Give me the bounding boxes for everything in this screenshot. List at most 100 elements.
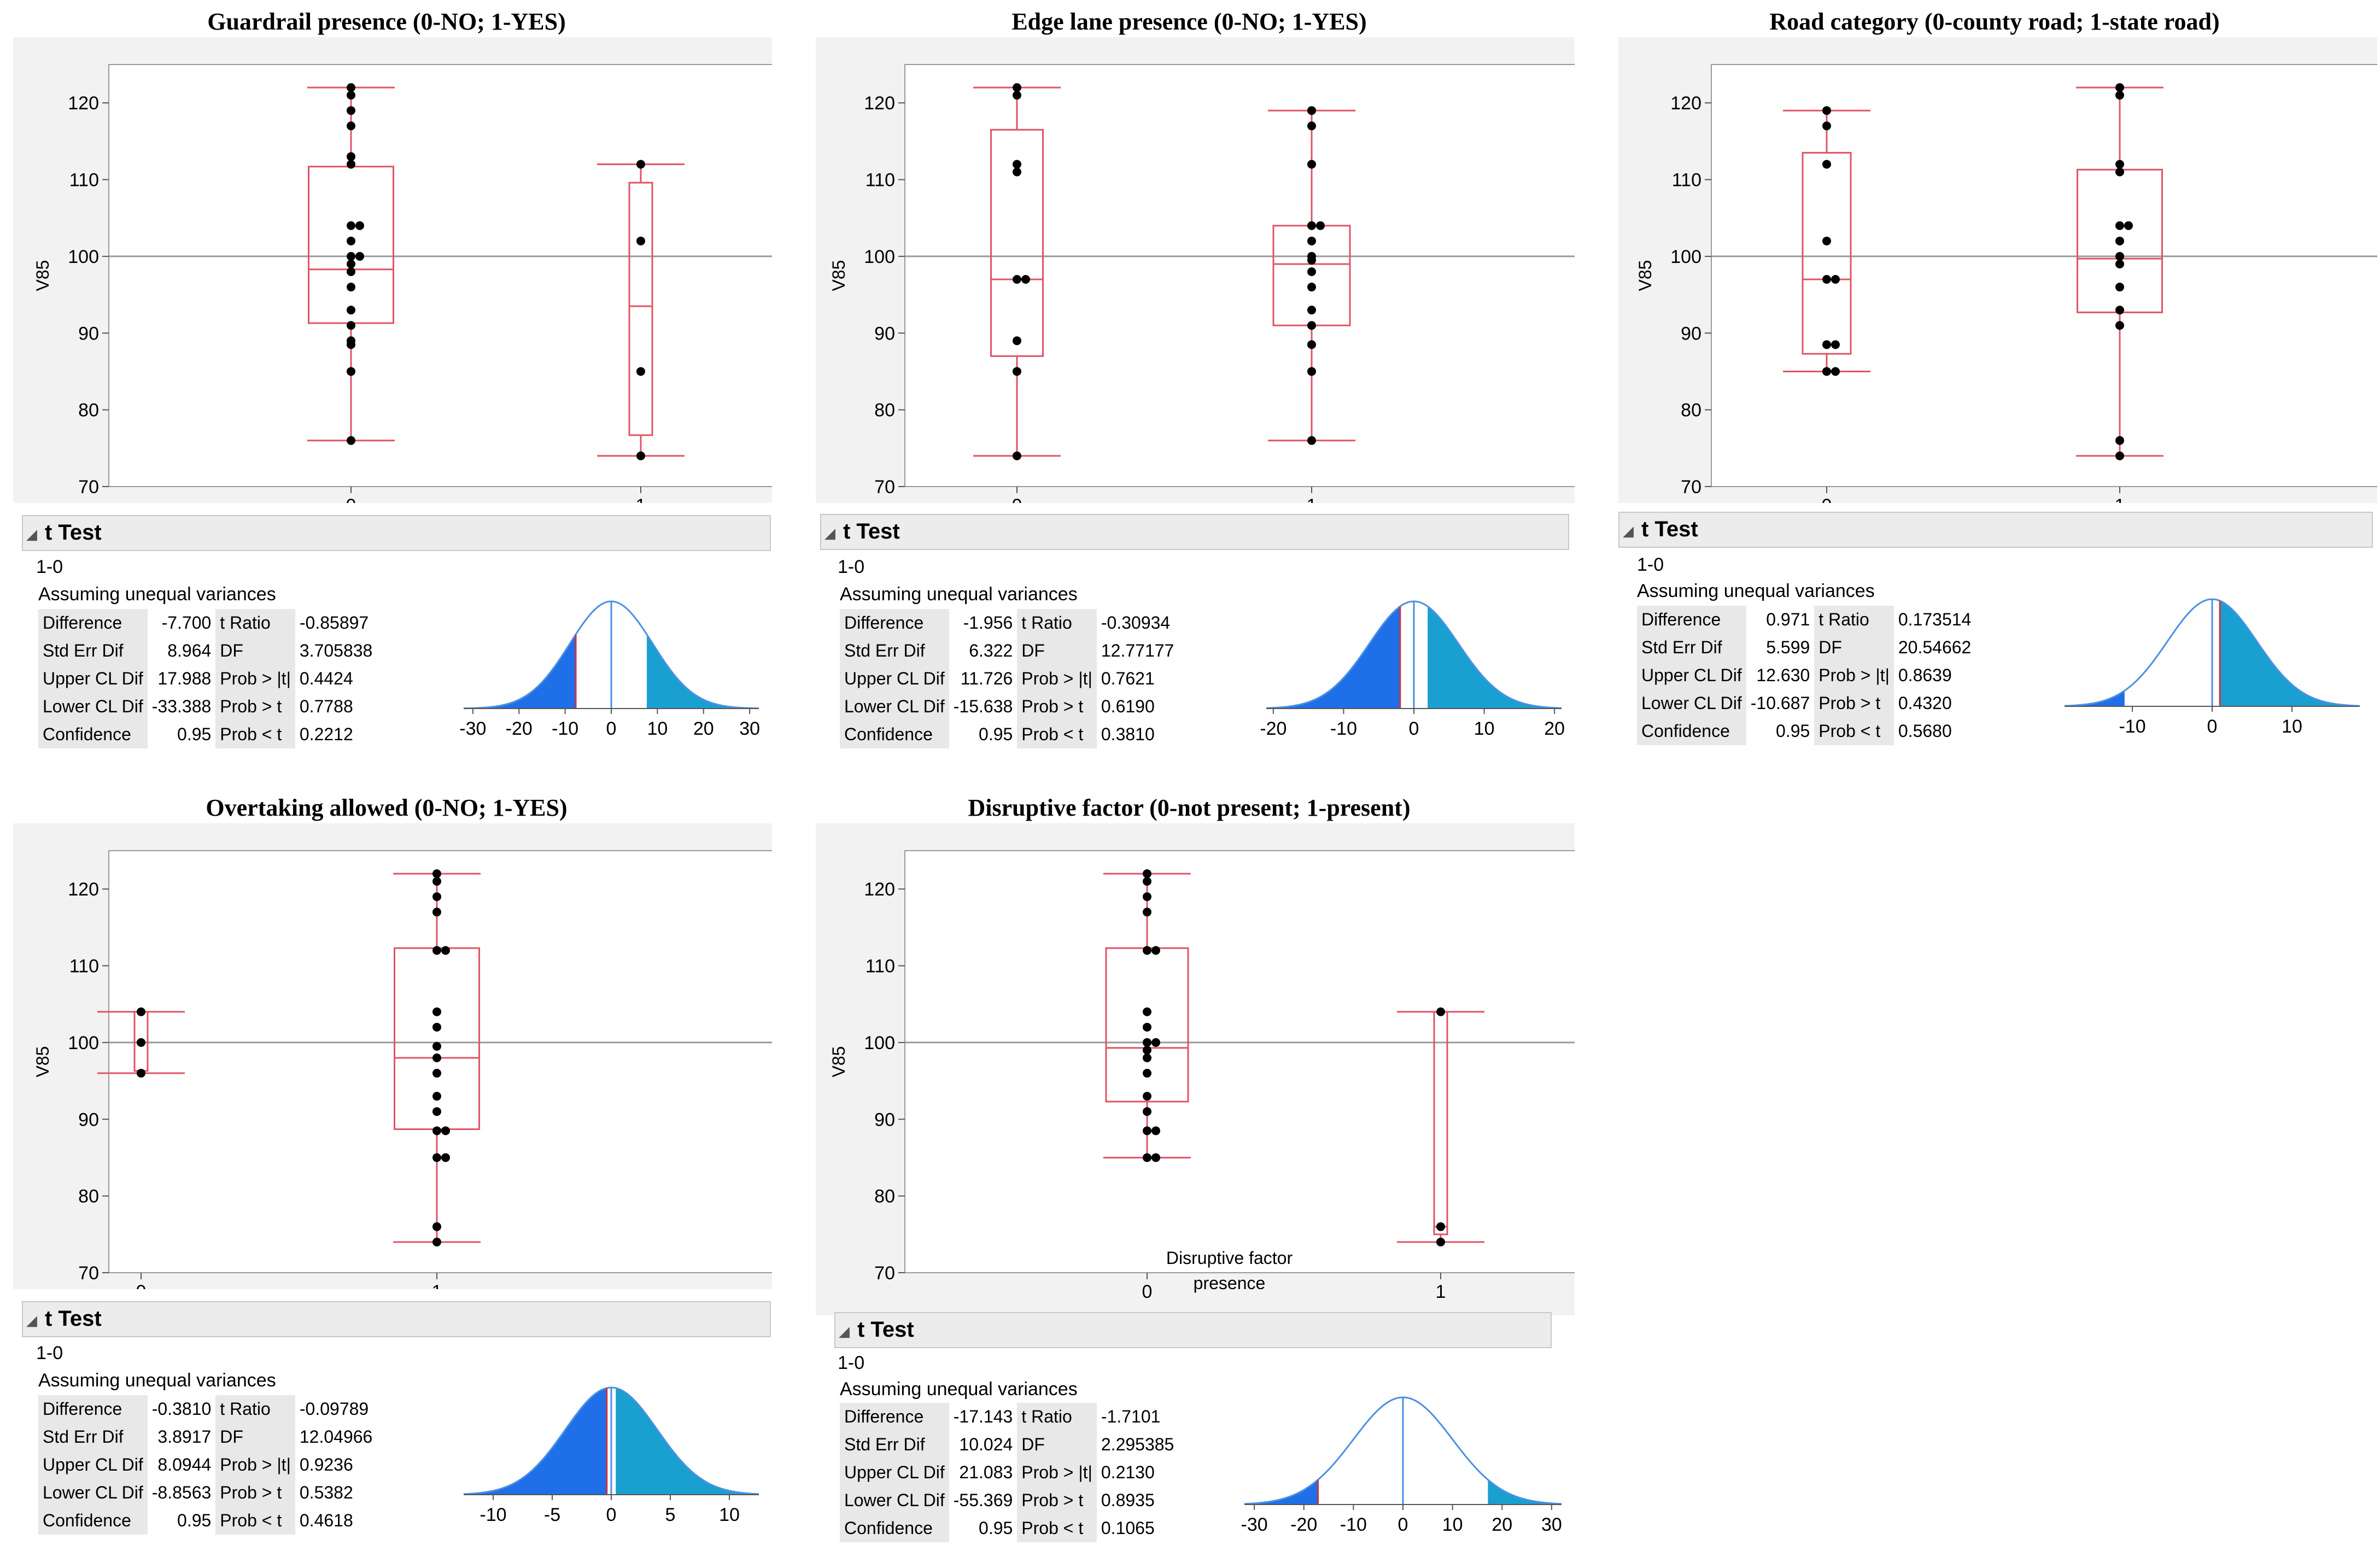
x-tick-label: 0 bbox=[606, 718, 617, 739]
x-tick-label: 30 bbox=[739, 718, 760, 739]
x-tick-label: 5 bbox=[665, 1505, 676, 1525]
data-point bbox=[1307, 221, 1316, 230]
data-point bbox=[432, 1107, 441, 1116]
data-point bbox=[1013, 160, 1021, 169]
x-tick-label: -30 bbox=[1241, 1514, 1268, 1535]
data-point bbox=[347, 283, 355, 292]
stat-value: 0.6190 bbox=[1096, 693, 1179, 721]
ttest-header[interactable]: ◢ t Test bbox=[820, 514, 1569, 550]
stat-value: 3.705838 bbox=[295, 637, 377, 665]
x-tick-label: 30 bbox=[1541, 1514, 1562, 1535]
data-point bbox=[1151, 1126, 1160, 1135]
data-point bbox=[347, 251, 355, 261]
x-tick-label: 0 bbox=[1409, 718, 1419, 739]
data-point bbox=[347, 221, 355, 230]
y-tick-label: 110 bbox=[1672, 170, 1701, 191]
x-tick-label: 0 bbox=[136, 1281, 147, 1289]
x-tick-label: -30 bbox=[459, 718, 486, 739]
x-tick-label: 10 bbox=[2282, 716, 2302, 737]
stat-name: Prob > |t| bbox=[1814, 662, 1894, 689]
x-tick-label: 20 bbox=[693, 718, 714, 739]
y-tick-label: 80 bbox=[78, 1186, 99, 1207]
disclosure-triangle-icon[interactable]: ◢ bbox=[824, 525, 835, 541]
data-point bbox=[432, 869, 441, 879]
stat-name: t Ratio bbox=[215, 609, 295, 637]
data-point bbox=[2115, 221, 2124, 230]
data-point bbox=[432, 946, 441, 955]
y-tick-label: 100 bbox=[864, 1033, 895, 1053]
stat-name: Confidence bbox=[38, 721, 148, 748]
assumption-label: Assuming unequal variances bbox=[38, 584, 276, 605]
stat-value: 0.2130 bbox=[1096, 1459, 1179, 1486]
table-row: Difference 0.971 t Ratio 0.173514 bbox=[1637, 606, 1976, 634]
data-point bbox=[441, 1126, 450, 1135]
data-point bbox=[1307, 121, 1316, 131]
ttest-header[interactable]: ◢ t Test bbox=[1618, 512, 2373, 548]
disclosure-triangle-icon[interactable]: ◢ bbox=[26, 526, 37, 542]
data-point bbox=[432, 1022, 441, 1032]
stat-name: Confidence bbox=[1637, 717, 1746, 745]
y-tick-label: 70 bbox=[874, 1263, 895, 1284]
data-point bbox=[1831, 367, 1840, 376]
ttest-table: Difference 0.971 t Ratio 0.173514 Std Err D… bbox=[1637, 606, 1976, 745]
disclosure-triangle-icon[interactable]: ◢ bbox=[839, 1323, 850, 1339]
stat-name: DF bbox=[1814, 634, 1894, 662]
stat-value: 0.95 bbox=[949, 1514, 1018, 1542]
stat-name: DF bbox=[215, 1423, 295, 1451]
x-tick-label: 10 bbox=[1474, 718, 1495, 739]
data-point bbox=[347, 236, 355, 245]
contrast-label: 1-0 bbox=[838, 1353, 865, 1373]
stat-value: 10.024 bbox=[949, 1431, 1018, 1459]
x-axis-label: presence bbox=[1194, 1273, 1266, 1293]
y-tick-label: 110 bbox=[69, 956, 99, 977]
y-tick-label: 110 bbox=[866, 956, 895, 977]
data-point bbox=[1822, 236, 1831, 245]
y-tick-label: 80 bbox=[874, 400, 895, 421]
disclosure-triangle-icon[interactable]: ◢ bbox=[1623, 523, 1634, 539]
table-row: Std Err Dif 6.322 DF 12.77177 bbox=[840, 637, 1179, 665]
data-point bbox=[347, 436, 355, 445]
stat-value: -8.8563 bbox=[147, 1479, 216, 1507]
table-row: Lower CL Dif -15.638 Prob > t 0.6190 bbox=[840, 693, 1179, 721]
x-tick-label: 0 bbox=[1142, 1281, 1153, 1302]
stat-value: 0.971 bbox=[1746, 606, 1815, 634]
data-point bbox=[2115, 306, 2124, 315]
data-point bbox=[347, 121, 355, 131]
stat-value: -33.388 bbox=[147, 693, 216, 721]
ttest-header[interactable]: ◢ t Test bbox=[22, 515, 771, 551]
stat-value: 0.9236 bbox=[295, 1451, 377, 1479]
stat-value: 12.630 bbox=[1746, 662, 1815, 689]
box-plot: 708090100110120V8501Overtaking allowed bbox=[33, 850, 772, 1289]
x-tick-label: 0 bbox=[2207, 716, 2218, 737]
data-point bbox=[1436, 1237, 1445, 1246]
ttest-header[interactable]: ◢ t Test bbox=[22, 1301, 771, 1337]
data-point bbox=[1143, 1053, 1151, 1062]
y-tick-label: 120 bbox=[864, 93, 895, 114]
data-point bbox=[1307, 367, 1316, 376]
stat-name: t Ratio bbox=[1017, 609, 1097, 637]
x-tick-label: 10 bbox=[647, 718, 668, 739]
stat-name: Prob < t bbox=[215, 721, 295, 748]
x-tick-label: -10 bbox=[2119, 716, 2145, 737]
ttest-header[interactable]: ◢ t Test bbox=[834, 1312, 1552, 1348]
box-plot: 708090100110120V8501Edge lane presence bbox=[829, 64, 1575, 503]
x-tick-label: 1 bbox=[636, 495, 646, 503]
x-tick-label: 1 bbox=[2115, 495, 2125, 503]
x-tick-label: 10 bbox=[1442, 1514, 1463, 1535]
data-point bbox=[1143, 1092, 1151, 1101]
disclosure-triangle-icon[interactable]: ◢ bbox=[26, 1312, 37, 1328]
data-point bbox=[636, 451, 645, 460]
stat-value: 12.77177 bbox=[1096, 637, 1179, 665]
stat-value: -0.85897 bbox=[295, 609, 377, 637]
plot-area bbox=[904, 850, 1575, 1273]
stat-name: Prob > |t| bbox=[215, 1451, 295, 1479]
ttest-header-label: t Test bbox=[45, 520, 102, 545]
x-tick-label: 1 bbox=[1436, 1281, 1446, 1302]
data-point bbox=[1307, 251, 1316, 261]
t-distribution-plot: -20 -10 0 10 20 bbox=[1261, 600, 1565, 739]
data-point bbox=[1151, 1038, 1160, 1047]
data-point bbox=[1143, 892, 1151, 902]
stat-name: Std Err Dif bbox=[38, 1423, 148, 1451]
stat-value: 0.5382 bbox=[295, 1479, 377, 1507]
data-point bbox=[347, 267, 355, 276]
